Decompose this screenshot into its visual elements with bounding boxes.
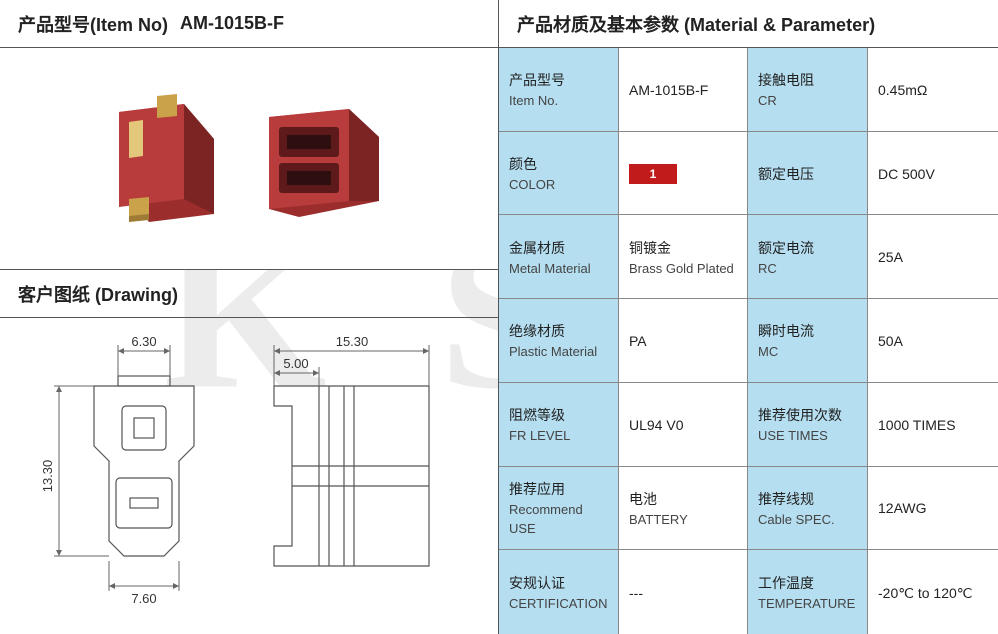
param-label-cert: 安规认证 CERTIFICATION bbox=[499, 550, 619, 634]
param-label-cable: 推荐线规 Cable SPEC. bbox=[748, 467, 868, 551]
color-swatch-icon: 1 bbox=[629, 164, 677, 184]
dim-5-00: 5.00 bbox=[283, 356, 308, 371]
param-value-temp: -20℃ to 120℃ bbox=[868, 550, 998, 634]
param-value-fr: UL94 V0 bbox=[619, 383, 748, 467]
param-value-item-no: AM-1015B-F bbox=[619, 48, 748, 132]
param-value-usetimes: 1000 TIMES bbox=[868, 383, 998, 467]
param-value-color: 1 bbox=[619, 132, 748, 216]
left-column: 产品型号(Item No) AM-1015B-F bbox=[0, 0, 499, 634]
right-column: 产品材质及基本参数 (Material & Parameter) 产品型号 It… bbox=[499, 0, 998, 634]
dim-6-30: 6.30 bbox=[131, 334, 156, 349]
param-value-mc: 50A bbox=[868, 299, 998, 383]
material-param-header: 产品材质及基本参数 (Material & Parameter) bbox=[499, 0, 998, 48]
dim-13-30: 13.30 bbox=[40, 460, 55, 493]
param-value-rc: 25A bbox=[868, 215, 998, 299]
material-param-label: 产品材质及基本参数 (Material & Parameter) bbox=[517, 11, 875, 37]
param-label-voltage: 额定电压 bbox=[748, 132, 868, 216]
dim-7-60: 7.60 bbox=[131, 591, 156, 606]
item-no-header: 产品型号(Item No) AM-1015B-F bbox=[0, 0, 498, 48]
parameter-table: 产品型号 Item No. AM-1015B-F 接触电阻 CR 0.45mΩ … bbox=[499, 48, 998, 634]
technical-drawing: 6.30 13.30 7.60 bbox=[14, 331, 484, 621]
param-label-rc: 额定电流 RC bbox=[748, 215, 868, 299]
param-label-mc: 瞬时电流 MC bbox=[748, 299, 868, 383]
technical-drawing-area: 6.30 13.30 7.60 bbox=[0, 318, 498, 634]
param-value-voltage: DC 500V bbox=[868, 132, 998, 216]
datasheet-container: 产品型号(Item No) AM-1015B-F bbox=[0, 0, 998, 634]
item-no-label: 产品型号(Item No) bbox=[18, 11, 168, 37]
param-label-color: 颜色 COLOR bbox=[499, 132, 619, 216]
param-value-metal: 铜镀金 Brass Gold Plated bbox=[619, 215, 748, 299]
param-value-cert: --- bbox=[619, 550, 748, 634]
param-value-plastic: PA bbox=[619, 299, 748, 383]
param-label-fr: 阻燃等级 FR LEVEL bbox=[499, 383, 619, 467]
dim-15-30: 15.30 bbox=[336, 334, 369, 349]
param-label-plastic: 绝缘材质 Plastic Material bbox=[499, 299, 619, 383]
param-value-cable: 12AWG bbox=[868, 467, 998, 551]
param-label-item-no: 产品型号 Item No. bbox=[499, 48, 619, 132]
param-label-cr: 接触电阻 CR bbox=[748, 48, 868, 132]
product-photo-area bbox=[0, 48, 498, 270]
param-label-metal: 金属材质 Metal Material bbox=[499, 215, 619, 299]
drawing-header: 客户图纸 (Drawing) bbox=[0, 270, 498, 318]
product-photo-illustration bbox=[89, 74, 409, 244]
param-value-recommend: 电池 BATTERY bbox=[619, 467, 748, 551]
item-no-value: AM-1015B-F bbox=[180, 13, 284, 34]
param-label-usetimes: 推荐使用次数 USE TIMES bbox=[748, 383, 868, 467]
param-label-temp: 工作温度 TEMPERATURE bbox=[748, 550, 868, 634]
param-value-cr: 0.45mΩ bbox=[868, 48, 998, 132]
drawing-label: 客户图纸 (Drawing) bbox=[18, 281, 178, 307]
param-label-recommend: 推荐应用 Recommend USE bbox=[499, 467, 619, 551]
